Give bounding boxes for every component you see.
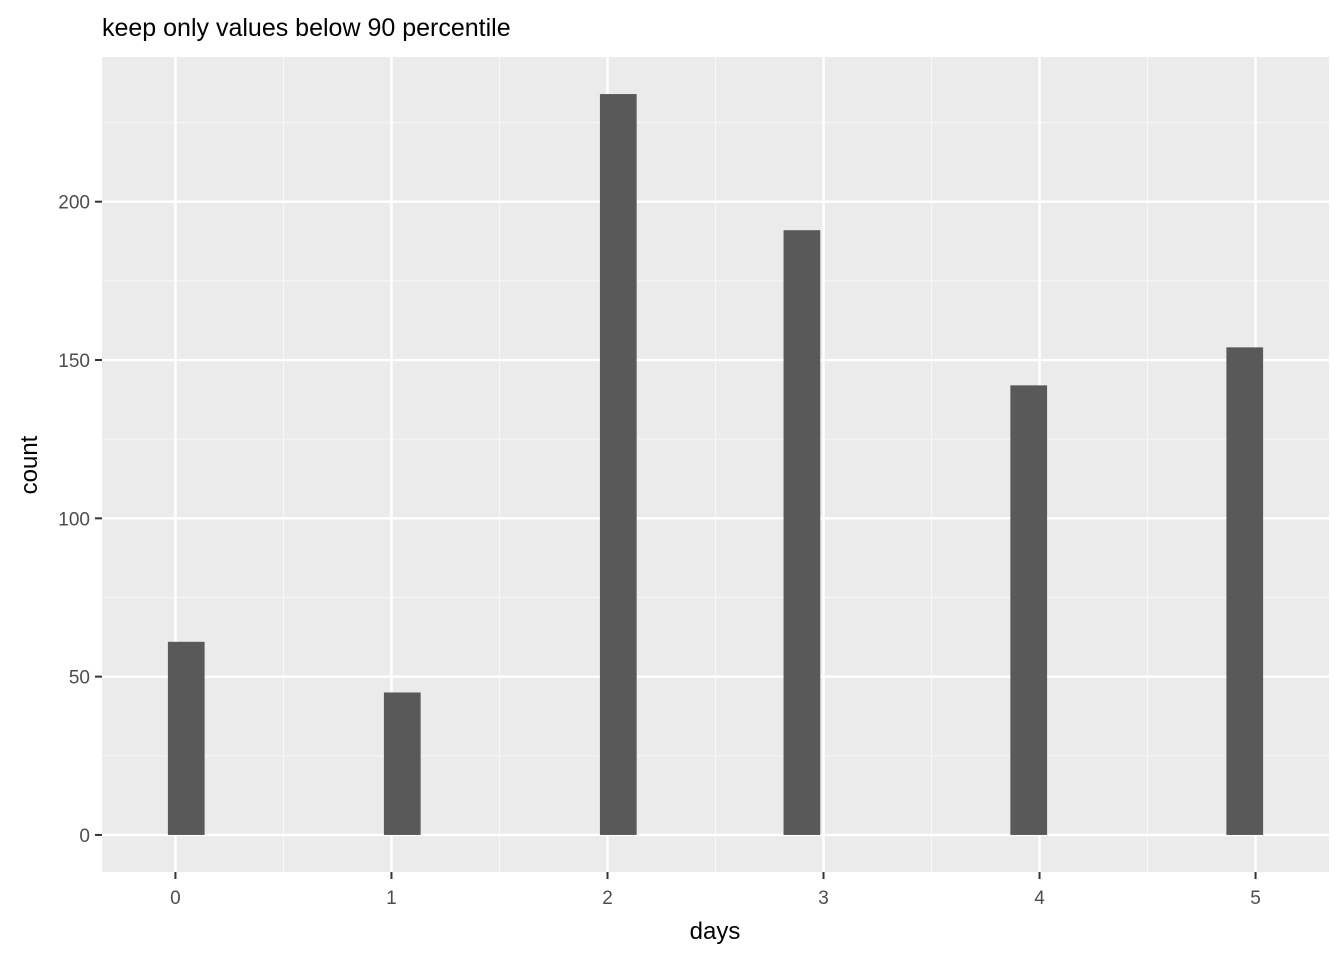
bar-2 xyxy=(599,94,637,835)
y-tick-label: 0 xyxy=(79,826,90,847)
bar-0 xyxy=(167,641,205,835)
y-axis: 0 50 100 150 200 xyxy=(58,193,102,847)
x-tick-label: 1 xyxy=(386,888,397,909)
bar-1 xyxy=(383,692,421,835)
x-tick-label: 0 xyxy=(170,888,181,909)
bar-3 xyxy=(783,230,821,835)
x-axis: 0 1 2 3 4 5 xyxy=(170,872,1261,909)
x-tick-label: 5 xyxy=(1250,888,1261,909)
y-tick-label: 50 xyxy=(69,668,90,689)
chart-title: keep only values below 90 percentile xyxy=(102,14,511,42)
bars xyxy=(167,94,1264,835)
y-tick-label: 100 xyxy=(58,509,90,530)
bar-5 xyxy=(1226,347,1264,835)
y-tick-label: 150 xyxy=(58,351,90,372)
y-axis-title: count xyxy=(16,435,43,494)
x-axis-title: days xyxy=(690,918,741,945)
minor-gridlines xyxy=(102,57,1329,872)
y-tick-label: 200 xyxy=(58,193,90,214)
x-tick-label: 2 xyxy=(602,888,613,909)
x-tick-label: 4 xyxy=(1034,888,1045,909)
bar-4 xyxy=(1010,385,1048,835)
x-tick-label: 3 xyxy=(818,888,829,909)
